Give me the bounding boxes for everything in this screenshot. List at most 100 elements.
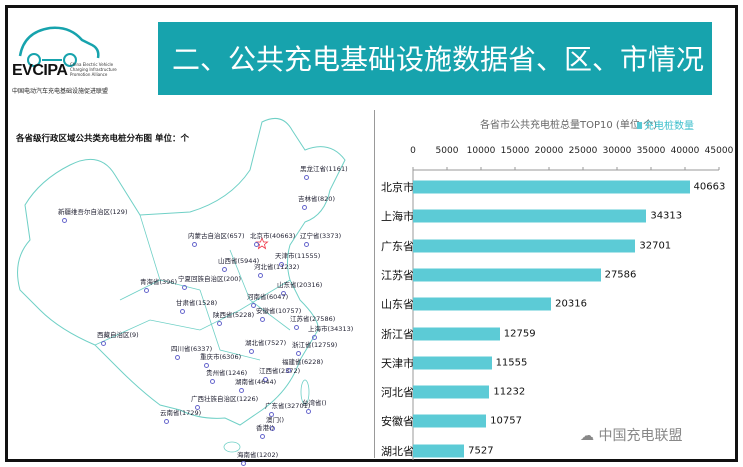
bar: [413, 356, 492, 370]
category-label: 北京市: [381, 181, 414, 194]
map-dot: [296, 351, 301, 356]
x-tick-label: 0: [410, 146, 416, 156]
map-dot: [175, 355, 180, 360]
map-dot: [182, 285, 187, 290]
map-dot: [101, 341, 106, 346]
map-label: 西藏自治区(9): [97, 331, 139, 339]
map-dot: [210, 379, 215, 384]
watermark-text: 中国充电联盟: [598, 428, 683, 444]
x-tick-label: 20000: [534, 146, 564, 156]
map-dot: [180, 309, 185, 314]
x-tick-label: 45000: [704, 146, 734, 156]
data-label: 27586: [604, 269, 637, 281]
wechat-icon: ☁: [580, 428, 599, 444]
category-label: 山东省: [381, 298, 414, 312]
map-dot: [260, 317, 265, 322]
bar: [413, 209, 647, 223]
map-dot: [306, 409, 311, 414]
car-plug-icon: [18, 26, 100, 67]
map-label: 河北省(11232): [254, 263, 300, 271]
category-label: 湖北省: [381, 444, 414, 458]
data-label: 7527: [468, 445, 494, 457]
data-label: 11232: [493, 386, 526, 398]
map-label: 云南省(1729): [160, 409, 202, 417]
map-dot: [304, 175, 309, 180]
map-label: 福建省(6228): [282, 358, 324, 366]
x-tick-label: 35000: [636, 146, 666, 156]
map-label: 安徽省(10757): [256, 307, 302, 315]
map-label: 广东省(32701): [265, 402, 311, 410]
map-label: 上海市(34313): [308, 325, 354, 333]
logo-english: China Electric Vehicle Charging Infrastr…: [70, 62, 117, 77]
map-label: 香港(): [256, 424, 275, 432]
legend-swatch: [637, 122, 642, 129]
map-label: 江苏省(27586): [290, 315, 336, 323]
map-label: 湖南省(4644): [235, 378, 277, 386]
map-label: 湖北省(7527): [245, 339, 287, 347]
category-label: 江苏省: [381, 268, 414, 282]
bar: [413, 268, 601, 282]
map-label: 新疆维吾尔自治区(129): [58, 208, 128, 216]
map-label: 山西省(5944): [218, 257, 260, 265]
bar: [413, 444, 465, 458]
map-dot: [312, 335, 317, 340]
map-label: 甘肃省(1528): [176, 299, 218, 307]
map-dot: [217, 321, 222, 326]
map-label: 青海省(396): [140, 278, 177, 286]
map-label: 浙江省(12759): [292, 341, 338, 349]
chart-legend: 充电桩数量: [637, 117, 694, 132]
map-label: 广西壮族自治区(1226): [191, 395, 259, 403]
map-dot: [269, 412, 274, 417]
category-label: 上海市: [381, 210, 414, 224]
watermark: ☁ 中国充电联盟: [580, 425, 682, 445]
map-label: 吉林省(820): [298, 195, 335, 203]
map-label: 宁夏回族自治区(200): [178, 275, 241, 283]
map-label: 河南省(6047): [247, 293, 289, 301]
category-label: 广东省: [381, 239, 414, 253]
data-label: 10757: [490, 415, 522, 427]
map-dot: [260, 434, 265, 439]
data-label: 32701: [639, 240, 672, 252]
map-dot: [222, 267, 227, 272]
map-dot: [249, 349, 254, 354]
logo-text: EVCIPA: [12, 62, 68, 79]
x-tick-label: 15000: [500, 146, 530, 156]
map-dot: [195, 405, 200, 410]
x-tick-label: 30000: [602, 146, 632, 156]
data-label: 12759: [503, 328, 536, 339]
map-title: 各省级行政区域公共类充电桩分布图 单位：个: [16, 134, 189, 144]
map-label: 江西省(2372): [259, 367, 301, 375]
data-label: 11555: [495, 357, 528, 369]
map-dot: [302, 205, 307, 210]
map-dot: [144, 288, 149, 293]
bar: [413, 385, 490, 399]
bar: [413, 297, 552, 311]
x-tick-label: 5000: [435, 146, 459, 156]
chart-title: 各省市公共充电桩总量TOP10 (单位:个): [480, 120, 658, 131]
x-tick-label: 10000: [466, 146, 496, 156]
category-label: 浙江省: [381, 327, 414, 341]
map-dot: [62, 218, 67, 223]
data-label: 34313: [650, 210, 683, 222]
map-dot: [254, 242, 259, 247]
map-label: 澳门(): [266, 416, 285, 424]
data-label: 20316: [555, 298, 587, 310]
map-label: 海南省(1202): [237, 451, 279, 459]
title-banner: 二、公共充电基础设施数据省、区、市情况: [158, 22, 712, 95]
map-label: 黑龙江省(1161): [300, 165, 348, 173]
map-dot: [258, 273, 263, 278]
x-tick-label: 40000: [670, 146, 700, 156]
map-label: 四川省(6337): [171, 345, 213, 353]
page-title: 二、公共充电基础设施数据省、区、市情况: [172, 43, 705, 76]
map-dot: [304, 242, 309, 247]
bar: [413, 414, 487, 428]
map-label: 重庆市(6306): [200, 353, 242, 361]
map-dot: [204, 363, 209, 368]
evcipa-logo: [10, 18, 150, 98]
map-dot: [279, 262, 284, 267]
map-dot: [270, 426, 275, 431]
category-label: 天津市: [381, 356, 414, 370]
map-dot: [239, 388, 244, 393]
map-dot: [251, 303, 256, 308]
